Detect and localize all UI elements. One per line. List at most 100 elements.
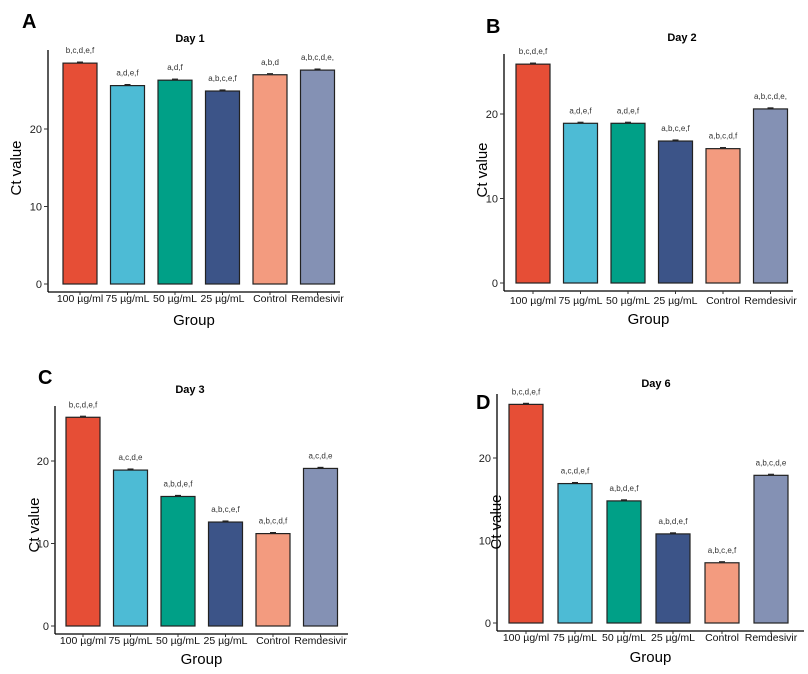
significance-label: b,c,d,e,f <box>69 400 98 409</box>
y-tick-label: 20 <box>37 456 49 468</box>
panel-label: C <box>38 367 52 389</box>
bar <box>752 108 789 284</box>
y-tick-label: 10 <box>486 194 498 206</box>
x-tick-label: 75 µg/mL <box>106 293 150 305</box>
bar <box>557 482 593 624</box>
y-tick-label: 0 <box>43 621 49 633</box>
significance-label: a,d,e,f <box>617 106 640 115</box>
significance-label: b,c,d,e,f <box>66 46 95 55</box>
y-tick-label: 0 <box>492 278 498 290</box>
panel-label: D <box>476 392 490 414</box>
x-tick-label: 25 µg/mL <box>651 632 695 644</box>
x-axis-title: Group <box>628 311 670 328</box>
bar <box>562 122 599 284</box>
significance-label: a,b,d,e,f <box>164 479 194 488</box>
x-tick-label: Remdesivir <box>294 635 347 647</box>
bar <box>753 474 789 624</box>
x-tick-label: 25 µg/mL <box>204 635 248 647</box>
significance-label: a,b,c,d,f <box>259 517 288 526</box>
x-tick-label: 75 µg/mL <box>559 295 603 307</box>
significance-label: a,b,c,e,f <box>661 124 690 133</box>
chart-title: Day 3 <box>175 384 204 396</box>
x-tick-label: 100 µg/ml <box>57 293 103 305</box>
y-axis-title: Ct value <box>488 494 505 549</box>
x-tick-label: 50 µg/mL <box>606 295 650 307</box>
bar <box>655 533 691 624</box>
x-axis-title: Group <box>173 312 215 329</box>
y-axis-title: Ct value <box>474 142 491 197</box>
chart-title: Day 2 <box>667 32 696 44</box>
significance-label: a,b,d <box>261 58 279 67</box>
y-tick-label: 20 <box>486 109 498 121</box>
x-tick-label: Control <box>253 293 287 305</box>
x-tick-label: Control <box>256 635 290 647</box>
x-tick-label: 25 µg/mL <box>654 295 698 307</box>
significance-label: a,d,e,f <box>116 69 139 78</box>
x-tick-label: 100 µg/ml <box>510 295 556 307</box>
significance-label: a,b,c,d,e <box>756 458 787 467</box>
bar <box>302 467 339 627</box>
bar <box>62 62 98 285</box>
y-tick-label: 20 <box>479 453 491 465</box>
y-tick-label: 0 <box>485 618 491 630</box>
x-tick-label: Remdesivir <box>744 295 797 307</box>
x-tick-label: Remdesivir <box>745 632 798 644</box>
x-axis-title: Group <box>630 649 672 666</box>
x-tick-label: Control <box>706 295 740 307</box>
significance-label: b,c,d,e,f <box>519 47 548 56</box>
bar <box>299 69 336 285</box>
significance-label: a,c,d,e,f <box>561 467 590 476</box>
chart-panel-c: C Day 3 0 10 20 b,c,d,e,f 100 µg/ml a,c,d,e 75 µ… <box>26 367 348 668</box>
bar <box>109 84 146 285</box>
x-tick-label: 100 µg/ml <box>503 632 549 644</box>
bar <box>705 148 741 284</box>
significance-label: a,b,d,e,f <box>659 517 689 526</box>
y-tick-label: 10 <box>30 202 42 214</box>
x-tick-label: 50 µg/mL <box>153 293 197 305</box>
x-axis-title: Group <box>181 651 223 668</box>
x-tick-label: 25 µg/mL <box>201 293 245 305</box>
bar <box>252 74 288 285</box>
bar <box>160 495 196 627</box>
significance-label: a,b,c,e,f <box>211 505 240 514</box>
chart-panel-d: D Day 6 0 10 20 b,c,d,e,f 100 µg/ml a,c,d,e,f 75… <box>476 378 804 666</box>
x-tick-label: 50 µg/mL <box>156 635 200 647</box>
bar <box>657 140 694 284</box>
significance-label: a,d,e,f <box>569 106 592 115</box>
y-axis-title: Ct value <box>8 140 25 195</box>
y-tick-label: 10 <box>479 536 491 548</box>
bar <box>508 403 544 624</box>
significance-label: a,b,c,e,f <box>708 546 737 555</box>
panel-label: B <box>486 16 500 38</box>
y-tick-label: 20 <box>30 124 42 136</box>
significance-label: a,d,f <box>167 63 183 72</box>
bar <box>207 521 244 627</box>
chart-panel-a: A Day 1 0 10 20 b,c,d,e,f 100 µg/ml a,d,e,f 75 µ… <box>8 11 344 329</box>
significance-label: a,c,d,e <box>308 451 333 460</box>
x-tick-label: Remdesivir <box>291 293 344 305</box>
bar <box>255 532 291 627</box>
y-tick-label: 10 <box>37 539 49 551</box>
y-tick-label: 0 <box>36 279 42 291</box>
bar <box>204 90 241 285</box>
chart-title: Day 6 <box>641 378 670 390</box>
bar <box>704 562 740 624</box>
significance-label: a,b,c,d,f <box>709 132 738 141</box>
x-tick-label: 50 µg/mL <box>602 632 646 644</box>
x-tick-label: 75 µg/mL <box>553 632 597 644</box>
panel-label: A <box>22 11 36 33</box>
significance-label: a,b,c,d,e, <box>301 53 334 62</box>
x-tick-label: Control <box>705 632 739 644</box>
bar <box>515 63 551 284</box>
bar <box>610 122 646 284</box>
bar <box>157 79 193 285</box>
bar <box>65 416 101 627</box>
significance-label: a,c,d,e <box>118 453 143 462</box>
bar <box>606 500 642 624</box>
y-axis-title: Ct value <box>26 497 43 552</box>
chart-panel-b: B Day 2 0 10 20 b,c,d,e,f 100 µg/ml a,d,e,f 75 µ… <box>474 16 797 328</box>
significance-label: b,c,d,e,f <box>512 387 541 396</box>
significance-label: a,b,c,e,f <box>208 74 237 83</box>
bar <box>112 469 149 627</box>
